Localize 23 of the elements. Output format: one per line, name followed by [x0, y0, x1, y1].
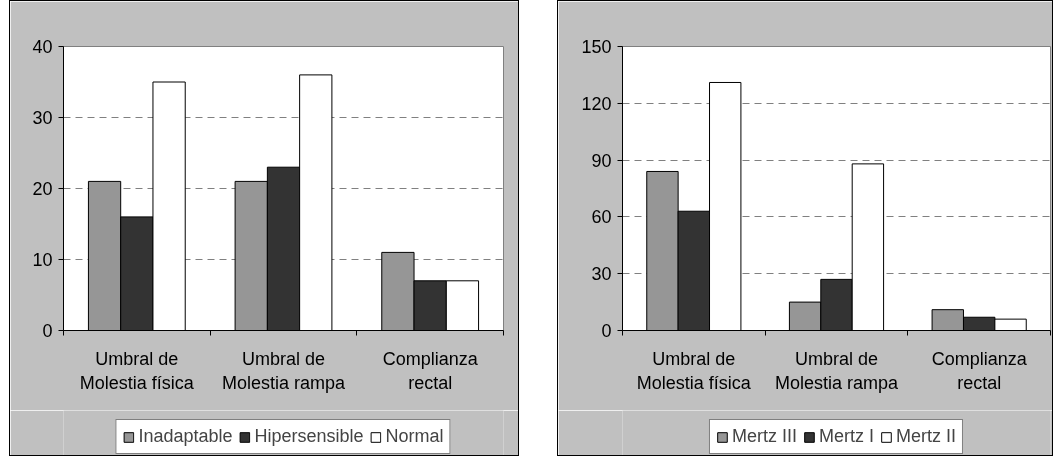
y-tick-label: 40 — [32, 37, 53, 57]
x-tick-label: Umbral de Molestia física — [636, 348, 752, 393]
y-tick-label: 60 — [591, 207, 612, 228]
y-tick-label: 90 — [591, 150, 612, 171]
y-tick-label: 20 — [32, 179, 53, 199]
y-tick-label: 0 — [42, 321, 53, 341]
y-tick-label: 30 — [591, 264, 612, 285]
legend-label: Mertz III — [731, 426, 797, 447]
x-tick-label: Complianza rectal — [931, 348, 1028, 393]
x-tick-label: Umbral de Molestia física — [79, 348, 195, 393]
legend-label: Hipersensible — [254, 426, 364, 447]
x-tick-label: Complianza rectal — [382, 348, 479, 393]
y-tick-label: 150 — [581, 37, 612, 57]
y-tick-label: 10 — [32, 250, 53, 270]
x-tick-label: Umbral de Molestia rampa — [774, 348, 900, 393]
legend-label: Normal — [385, 426, 444, 447]
legend-label: Mertz II — [896, 426, 957, 447]
legend-label: Mertz I — [818, 426, 875, 447]
x-tick-label: Umbral de Molestia rampa — [221, 348, 347, 393]
y-tick-label: 120 — [581, 93, 612, 114]
y-tick-label: 0 — [601, 321, 612, 341]
legend-label: Inadaptable — [138, 426, 233, 447]
y-tick-label: 30 — [32, 108, 53, 128]
